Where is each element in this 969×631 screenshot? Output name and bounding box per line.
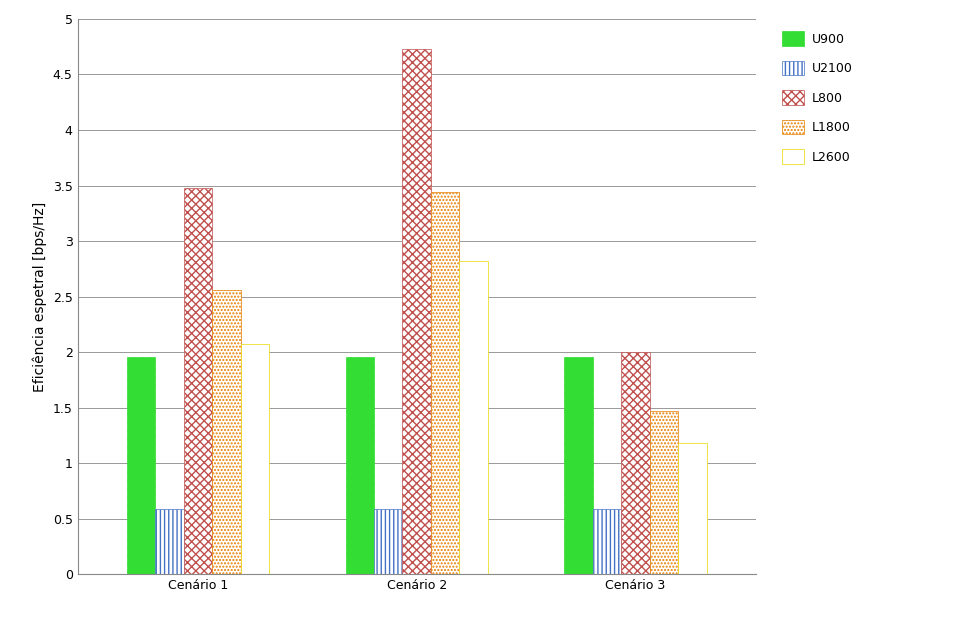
Bar <box>184 188 212 574</box>
Bar <box>459 261 487 574</box>
Bar <box>593 509 621 574</box>
Bar <box>155 509 184 574</box>
Bar <box>346 357 374 574</box>
Bar <box>678 443 706 574</box>
Bar <box>564 357 593 574</box>
Bar <box>431 192 459 574</box>
Bar <box>240 345 269 574</box>
Bar <box>621 352 649 574</box>
Bar <box>212 290 240 574</box>
Bar <box>649 411 678 574</box>
Y-axis label: Eficiência espetral [bps/Hz]: Eficiência espetral [bps/Hz] <box>33 201 47 392</box>
Bar <box>127 357 155 574</box>
Bar <box>374 509 402 574</box>
Legend: U900, U2100, L800, L1800, L2600: U900, U2100, L800, L1800, L2600 <box>775 25 859 170</box>
Bar <box>402 49 431 574</box>
